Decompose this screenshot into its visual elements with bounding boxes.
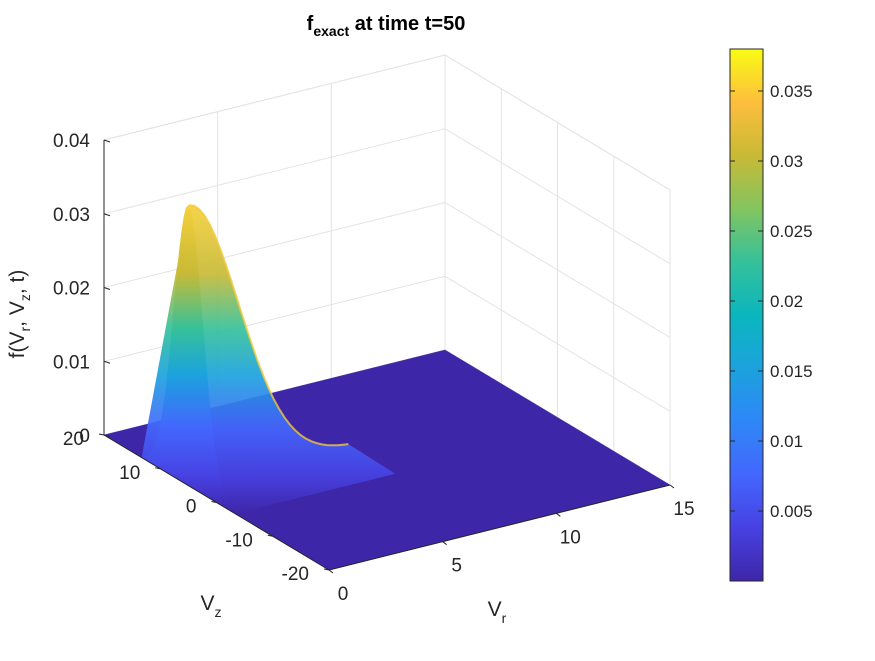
x-axis-line xyxy=(328,484,671,571)
colorbar-tick-label: 0.015 xyxy=(770,362,813,381)
z-tick-mark xyxy=(103,287,111,290)
y-tick-label: -10 xyxy=(225,530,252,551)
x-tick-label: 0 xyxy=(338,584,349,605)
colorbar-tick-label: 0.03 xyxy=(770,152,803,171)
x-tick-mark xyxy=(328,569,334,574)
y-tick-mark xyxy=(211,501,217,503)
z-tick-label: 0.04 xyxy=(53,131,90,152)
y-tick-mark xyxy=(155,467,161,470)
y-tick-mark xyxy=(323,568,330,571)
z-tick-label: 0 xyxy=(79,426,90,447)
peak-side-face xyxy=(141,205,396,514)
y-tick-label: 0 xyxy=(186,497,197,518)
z-tick-label: 0.01 xyxy=(53,352,90,373)
x-tick-label: 15 xyxy=(673,499,694,520)
colorbar-tick-label: 0.025 xyxy=(770,222,813,241)
x-tick-mark xyxy=(442,541,447,546)
colorbar-tick-label: 0.01 xyxy=(770,432,803,451)
colorbar-ticks: 0.005 0.01 0.015 0.02 0.025 0.03 0.035 xyxy=(730,82,813,521)
z-axis-label: f(Vr, Vz, t) xyxy=(6,270,33,359)
y-tick-label: 20 xyxy=(63,429,84,450)
colorbar-gradient xyxy=(729,48,764,582)
x-axis-label: Vr xyxy=(488,598,507,626)
colorbar-tick-label: 0.02 xyxy=(770,292,803,311)
x-tick-mark xyxy=(556,512,561,517)
y-tick-mark xyxy=(267,534,273,537)
peak-crest xyxy=(188,204,349,447)
chart-title: fexact at time t=50 xyxy=(307,13,466,39)
grid-line-z xyxy=(103,54,671,191)
z-tick-mark xyxy=(103,139,111,143)
z-tick-mark xyxy=(103,213,111,217)
y-tick-mark xyxy=(98,433,105,436)
colorbar-tick-label: 0.005 xyxy=(770,502,813,521)
surface-peak xyxy=(141,204,396,514)
y-tick-label: -20 xyxy=(282,564,309,585)
y-tick-label: 10 xyxy=(119,463,140,484)
x-tick-label: 5 xyxy=(451,556,462,577)
z-tick-mark xyxy=(103,360,111,364)
z-tick-label: 0.03 xyxy=(53,205,90,226)
colorbar-tick-label: 0.035 xyxy=(770,82,813,101)
z-tick-label: 0.02 xyxy=(53,279,90,300)
x-tick-mark xyxy=(669,484,675,489)
y-axis-label: Vz xyxy=(200,592,221,620)
colorbar: 0.005 0.01 0.015 0.02 0.025 0.03 0.035 xyxy=(729,48,813,582)
z-tick-mark xyxy=(103,434,111,438)
x-tick-label: 10 xyxy=(560,527,581,548)
